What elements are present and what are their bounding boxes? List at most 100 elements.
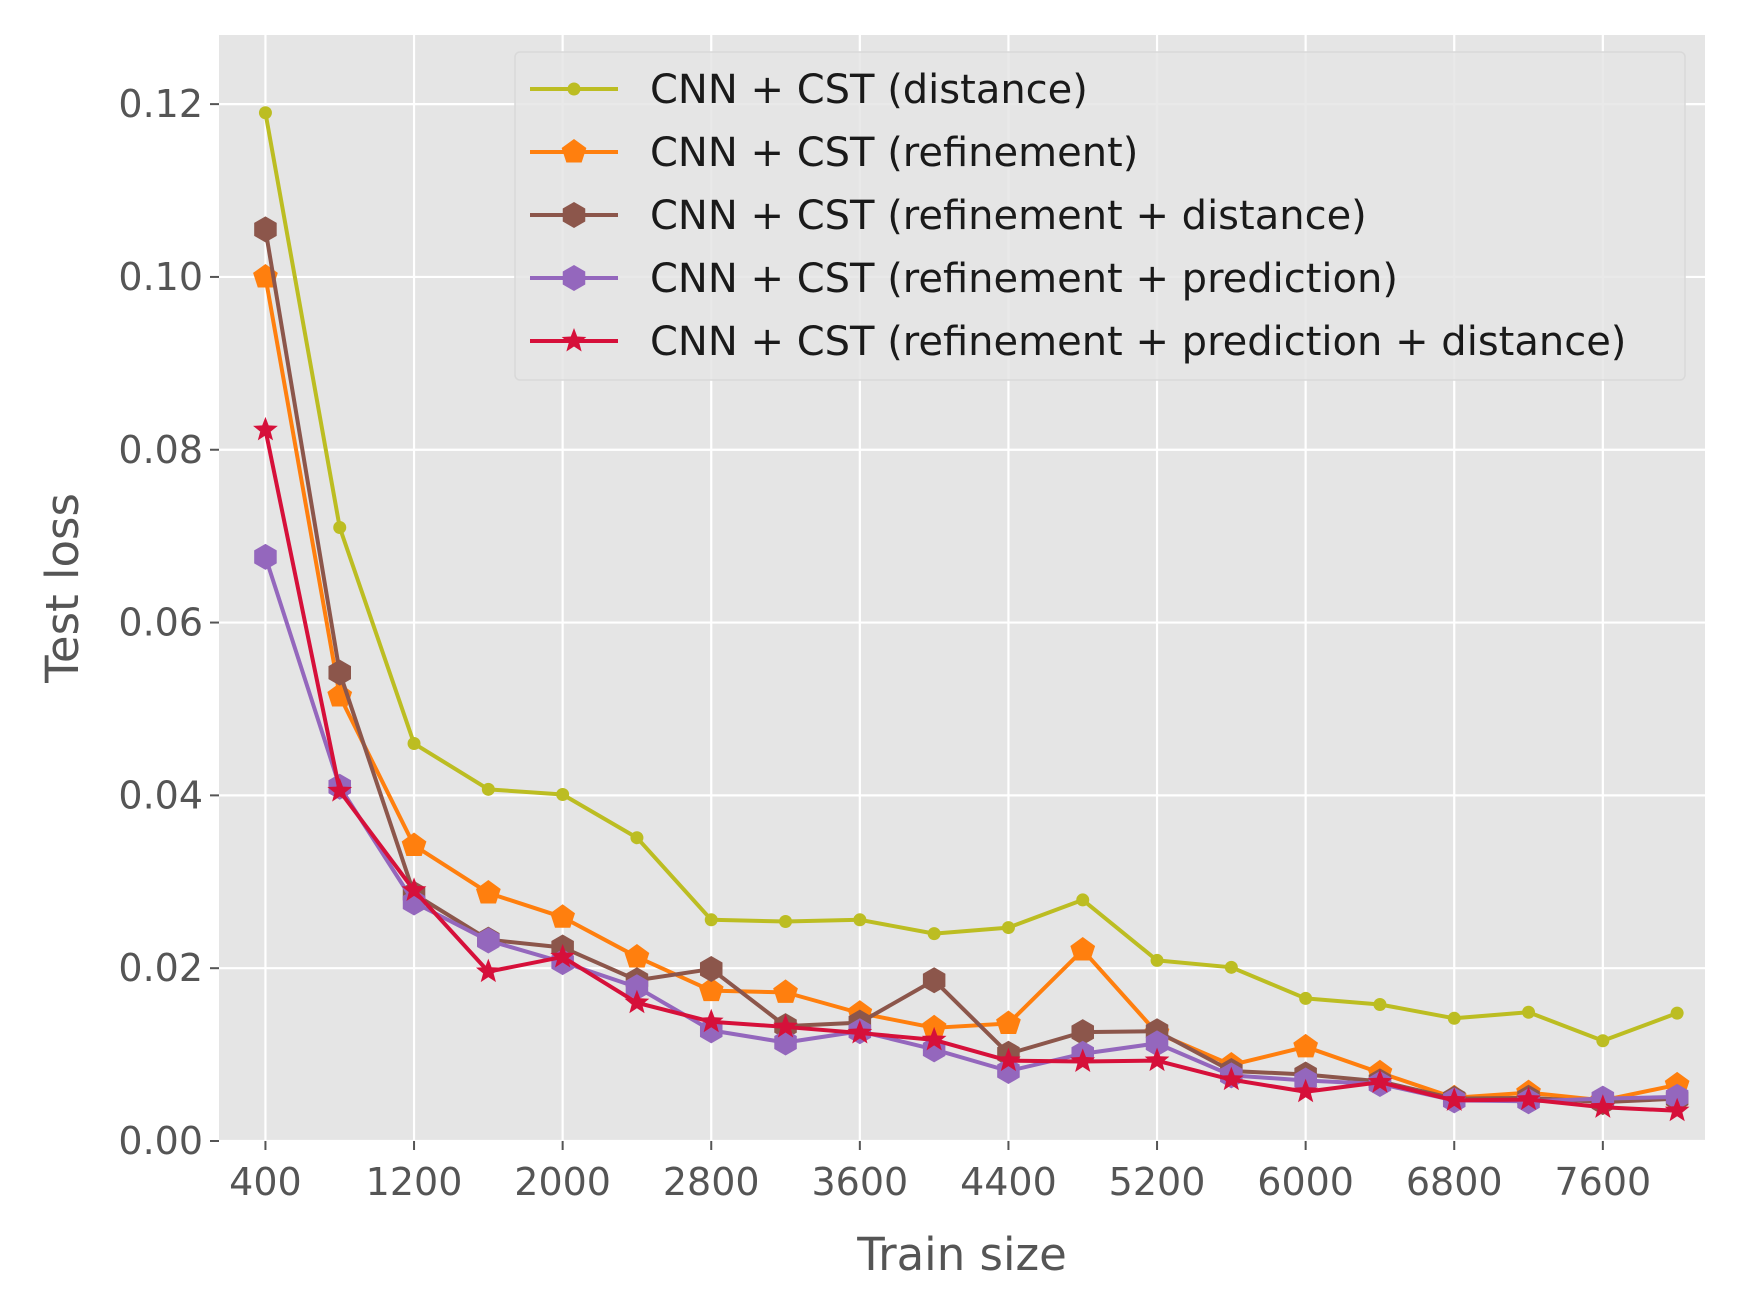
legend-item: CNN + CST (refinement + prediction + dis… xyxy=(530,319,1626,365)
legend-marker xyxy=(561,328,587,352)
data-point xyxy=(1218,1066,1244,1091)
data-point xyxy=(1665,1083,1689,1110)
data-point xyxy=(475,958,501,983)
data-point xyxy=(254,216,277,243)
data-point xyxy=(327,778,353,802)
x-tick-label: 2000 xyxy=(514,1160,611,1204)
data-point xyxy=(625,974,649,1001)
data-point xyxy=(477,927,500,954)
data-point xyxy=(698,1008,724,1033)
series-line xyxy=(263,112,1678,1043)
data-point xyxy=(407,737,421,751)
data-point xyxy=(1293,1078,1318,1103)
data-point xyxy=(1664,1097,1690,1122)
data-point xyxy=(699,956,723,983)
x-tick-label: 2800 xyxy=(663,1160,760,1204)
data-point xyxy=(1144,1047,1170,1072)
data-point xyxy=(996,1047,1021,1072)
x-tick-label: 7600 xyxy=(1554,1160,1651,1204)
data-point xyxy=(921,1014,947,1039)
series-line xyxy=(263,276,1678,1103)
legend-item: CNN + CST (refinement) xyxy=(530,130,1138,176)
x-tick-label: 1200 xyxy=(366,1160,463,1204)
series-line xyxy=(263,429,1678,1113)
data-point xyxy=(773,979,798,1003)
x-tick-label: 6000 xyxy=(1257,1160,1354,1204)
data-point xyxy=(550,943,575,968)
legend-label: CNN + CST (refinement + prediction) xyxy=(650,256,1398,302)
data-point xyxy=(1224,960,1238,974)
y-tick-label: 0.08 xyxy=(118,428,203,472)
legend-marker xyxy=(562,265,586,291)
data-point xyxy=(1070,1048,1096,1073)
data-point xyxy=(1071,1019,1094,1046)
legend-label: CNN + CST (distance) xyxy=(650,67,1088,113)
legend-label: CNN + CST (refinement + prediction + dis… xyxy=(650,319,1626,365)
x-tick-label: 5200 xyxy=(1109,1160,1206,1204)
legend: CNN + CST (distance) CNN + CST (refinemen… xyxy=(514,51,1686,381)
data-point xyxy=(1145,1030,1169,1057)
data-point xyxy=(328,659,351,686)
data-point xyxy=(253,416,278,441)
y-tick-label: 0.04 xyxy=(118,773,203,817)
y-tick-label: 0.10 xyxy=(118,255,203,299)
data-point xyxy=(704,913,718,927)
x-tick-label: 400 xyxy=(229,1160,302,1204)
data-point xyxy=(779,915,793,929)
x-tick-label: 6800 xyxy=(1406,1160,1503,1204)
legend-item: CNN + CST (refinement + distance) xyxy=(530,193,1367,239)
data-point xyxy=(1441,1087,1467,1111)
data-point xyxy=(996,1010,1021,1034)
x-axis-title: Train size xyxy=(856,1228,1067,1281)
data-point xyxy=(401,877,427,901)
data-point xyxy=(1373,997,1387,1011)
data-point xyxy=(927,927,941,941)
data-point xyxy=(1001,921,1015,935)
data-point xyxy=(550,904,575,928)
data-point xyxy=(1522,1005,1536,1019)
data-point xyxy=(1070,937,1096,961)
y-tick-label: 0.00 xyxy=(118,1119,203,1163)
legend-marker xyxy=(567,82,581,96)
data-point xyxy=(475,880,501,904)
data-point xyxy=(1299,991,1313,1005)
data-point xyxy=(1447,1011,1461,1025)
data-point xyxy=(773,1013,798,1038)
data-point xyxy=(624,989,650,1014)
data-point xyxy=(1590,1094,1616,1118)
legend-marker xyxy=(562,202,586,228)
data-point xyxy=(1596,1034,1610,1048)
legend-box xyxy=(514,51,1686,381)
data-point xyxy=(847,1019,873,1044)
y-tick-label: 0.12 xyxy=(118,82,203,126)
legend-marker xyxy=(561,139,587,163)
data-point xyxy=(624,943,650,968)
data-point xyxy=(556,788,570,802)
data-point xyxy=(1076,893,1090,907)
data-point xyxy=(1367,1069,1393,1093)
data-point xyxy=(254,543,277,570)
legend-item: CNN + CST (distance) xyxy=(530,67,1088,113)
data-point xyxy=(333,521,347,535)
data-point xyxy=(921,1026,947,1051)
series-layer xyxy=(253,106,1690,1122)
legend-label: CNN + CST (refinement + distance) xyxy=(650,193,1367,239)
x-tick-label: 3600 xyxy=(811,1160,908,1204)
data-point xyxy=(481,782,495,796)
data-point xyxy=(1516,1086,1541,1111)
data-point xyxy=(1150,953,1164,967)
legend-item: CNN + CST (refinement + prediction) xyxy=(530,256,1398,302)
data-point xyxy=(1293,1033,1318,1058)
data-point xyxy=(401,832,427,857)
legend-label: CNN + CST (refinement) xyxy=(650,130,1138,176)
data-point xyxy=(853,913,867,927)
y-tick-label: 0.06 xyxy=(118,601,203,645)
y-tick-label: 0.02 xyxy=(118,946,203,990)
data-point xyxy=(922,967,946,994)
data-point xyxy=(258,106,272,120)
axis-ticks: 400 1200 2000 2800 3600 4400 5200 6000 6800 7600 0… xyxy=(118,82,1651,1204)
data-point xyxy=(698,977,724,1002)
data-point xyxy=(630,831,644,845)
